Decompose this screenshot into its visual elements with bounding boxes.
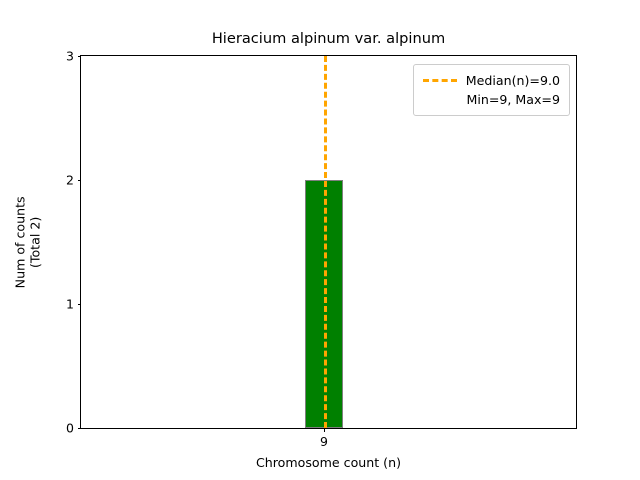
y-tick-label-3: 3 <box>66 48 74 64</box>
x-tick-mark-9 <box>324 428 326 432</box>
legend-label-minmax: Min=9, Max=9 <box>466 92 560 107</box>
y-tick-mark-2 <box>77 179 81 181</box>
x-tick-label-9: 9 <box>320 434 329 449</box>
legend-label-median: Median(n)=9.0 <box>465 73 560 88</box>
plot-inner <box>81 56 576 428</box>
legend-item-minmax: Min=9, Max=9 <box>423 90 560 109</box>
y-tick-mark-3 <box>77 56 81 57</box>
page-title: Hieracium alpinum var. alpinum <box>211 30 446 47</box>
y-axis-title-text: Num of counts (Total 2) <box>12 196 44 288</box>
x-axis-title: Chromosome count (n) <box>256 455 401 470</box>
legend-item-median: Median(n)=9.0 <box>422 71 560 90</box>
y-tick-label-2: 2 <box>66 172 74 188</box>
y-axis-title: Num of counts (Total 2) <box>13 55 43 429</box>
y-tick-label-1: 1 <box>66 296 74 312</box>
median-line <box>324 56 328 428</box>
dashed-line-icon <box>422 79 457 82</box>
bar-9[interactable] <box>305 180 343 428</box>
y-tick-mark-1 <box>77 304 81 305</box>
plot-area: 0 1 2 3 9 Median(n)=9.0 Min=9, Max=9 <box>66 49 577 449</box>
y-tick-label-0: 0 <box>66 420 74 436</box>
y-tick-mark-0 <box>77 428 81 429</box>
legend[interactable]: Median(n)=9.0 Min=9, Max=9 <box>412 64 570 116</box>
